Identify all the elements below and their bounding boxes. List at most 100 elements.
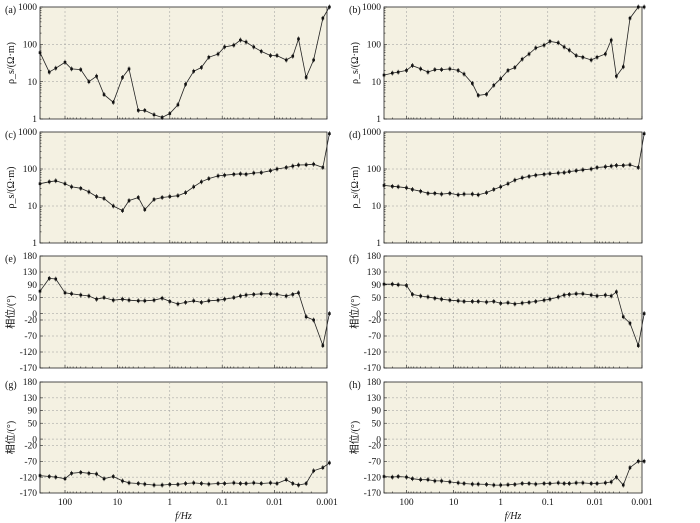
- data-point: [595, 166, 599, 169]
- data-point: [534, 482, 538, 486]
- data-point: [636, 5, 640, 9]
- y-tick-label: 180: [367, 378, 382, 388]
- data-point: [556, 41, 560, 45]
- data-point: [79, 471, 83, 474]
- data-point: [223, 173, 226, 177]
- data-point: [382, 475, 386, 478]
- y-tick-label: 130: [23, 394, 38, 404]
- y-tick-label: 1000: [18, 128, 37, 138]
- data-point: [562, 171, 566, 174]
- y-tick-label: -20: [24, 316, 37, 326]
- data-point: [127, 298, 131, 302]
- x-tick-label: 100: [399, 498, 414, 508]
- data-point: [184, 301, 187, 304]
- data-point: [440, 68, 443, 71]
- data-point: [95, 472, 98, 476]
- data-point: [534, 46, 538, 50]
- data-point: [628, 321, 632, 325]
- data-point: [328, 312, 331, 315]
- data-point: [615, 74, 618, 78]
- data-point: [589, 482, 593, 485]
- data-point: [297, 163, 300, 167]
- data-point: [269, 169, 272, 172]
- data-point: [223, 45, 226, 49]
- data-point: [284, 294, 288, 298]
- y-tick-label: 90: [28, 281, 38, 291]
- data-point: [291, 482, 295, 485]
- data-point: [259, 292, 263, 296]
- data-point: [232, 172, 236, 176]
- y-tick-label: 0: [376, 435, 381, 445]
- data-point: [604, 293, 607, 297]
- data-point: [456, 193, 460, 197]
- data-point: [405, 186, 408, 190]
- data-point: [252, 45, 256, 49]
- data-point: [476, 193, 480, 197]
- data-point: [176, 302, 180, 306]
- data-point: [506, 69, 510, 72]
- data-point: [595, 482, 599, 485]
- y-tick-label: 1: [32, 115, 37, 125]
- y-axis-label: 相位/(°): [4, 295, 17, 328]
- data-point: [143, 208, 147, 211]
- data-point: [168, 300, 172, 303]
- data-point: [581, 168, 585, 172]
- y-tick-label: 1: [376, 115, 381, 125]
- data-point: [589, 293, 593, 297]
- data-point: [520, 482, 524, 485]
- y-tick-label: 1: [32, 239, 37, 249]
- data-point: [304, 315, 308, 319]
- data-point: [485, 483, 488, 486]
- y-tick-label: 100: [23, 165, 38, 175]
- data-point: [499, 483, 502, 487]
- data-point: [595, 55, 599, 59]
- data-point: [542, 298, 546, 302]
- data-point: [581, 292, 585, 296]
- data-point: [244, 293, 248, 297]
- y-tick-label: 50: [372, 294, 382, 304]
- y-tick-label: 180: [367, 252, 382, 262]
- data-point: [499, 77, 502, 81]
- y-tick-label: 130: [367, 394, 382, 404]
- y-tick-label: -20: [24, 442, 37, 452]
- y-tick-label: 100: [367, 165, 382, 175]
- x-tick-label: 0.01: [587, 498, 604, 508]
- data-point: [390, 71, 394, 75]
- data-point: [160, 196, 164, 199]
- panel-label: (b): [349, 5, 361, 16]
- data-point: [176, 103, 180, 107]
- data-point: [328, 5, 331, 9]
- y-tick-label: -170: [364, 364, 382, 374]
- data-point: [102, 296, 106, 299]
- data-point: [609, 38, 613, 42]
- y-axis-label: 相位/(°): [4, 421, 17, 454]
- data-point: [160, 116, 164, 119]
- data-point: [604, 52, 607, 56]
- data-point: [542, 482, 546, 485]
- data-point: [628, 466, 632, 469]
- data-point: [111, 298, 115, 302]
- data-point: [499, 185, 502, 189]
- data-point: [621, 65, 625, 69]
- data-point: [485, 191, 488, 194]
- y-tick-label: 10: [372, 78, 382, 88]
- data-point: [70, 472, 73, 475]
- data-point: [527, 482, 531, 485]
- data-point: [595, 294, 599, 298]
- data-point: [111, 204, 115, 208]
- data-point: [433, 479, 437, 483]
- data-point: [492, 300, 496, 303]
- y-tick-label: 90: [372, 281, 382, 291]
- data-point: [534, 300, 538, 303]
- y-tick-label: -20: [368, 442, 381, 452]
- data-point: [456, 299, 460, 303]
- data-point: [297, 483, 300, 487]
- data-point: [328, 132, 331, 135]
- y-tick-label: -170: [20, 489, 38, 499]
- y-tick-label: -120: [364, 348, 382, 358]
- y-tick-label: -70: [24, 332, 37, 342]
- data-point: [609, 164, 613, 168]
- data-point: [111, 101, 115, 104]
- data-point: [47, 70, 51, 74]
- data-point: [642, 312, 646, 315]
